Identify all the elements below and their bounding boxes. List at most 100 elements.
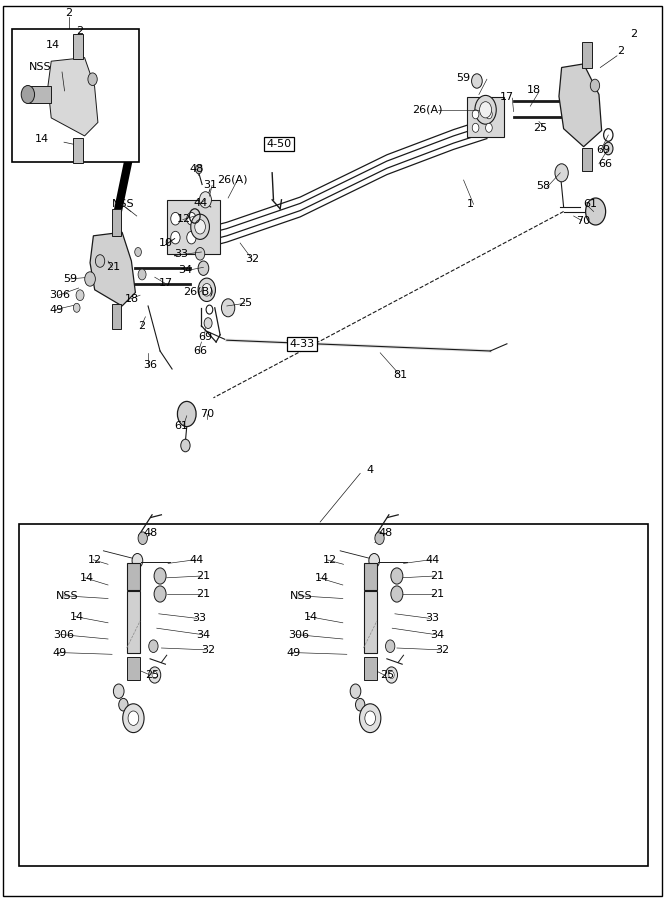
Text: 14: 14: [35, 133, 49, 144]
Polygon shape: [559, 64, 602, 147]
Text: 66: 66: [599, 158, 612, 169]
Circle shape: [187, 231, 196, 244]
Bar: [112, 304, 121, 329]
Text: 49: 49: [49, 304, 64, 315]
Text: 32: 32: [435, 644, 450, 655]
Circle shape: [132, 554, 143, 568]
Text: 59: 59: [63, 274, 77, 284]
Circle shape: [128, 711, 139, 725]
Text: 12: 12: [323, 554, 338, 565]
Circle shape: [85, 272, 95, 286]
Circle shape: [486, 123, 492, 132]
Text: 2: 2: [65, 7, 73, 18]
Text: 69: 69: [596, 145, 611, 156]
Text: 25: 25: [238, 298, 253, 309]
Text: 14: 14: [79, 572, 94, 583]
Circle shape: [177, 401, 196, 427]
Circle shape: [204, 318, 212, 328]
Text: 4: 4: [367, 464, 374, 475]
Polygon shape: [90, 232, 135, 306]
Text: 21: 21: [196, 571, 211, 581]
Bar: [12, 29, 139, 162]
Text: 306: 306: [53, 629, 74, 640]
Text: 34: 34: [178, 265, 193, 275]
Text: 1: 1: [467, 199, 474, 210]
Text: 32: 32: [245, 254, 259, 265]
Text: 61: 61: [175, 420, 188, 431]
Text: 33: 33: [426, 613, 439, 624]
Circle shape: [199, 192, 211, 208]
Text: 21: 21: [430, 571, 444, 581]
Circle shape: [149, 667, 161, 683]
Text: 17: 17: [158, 277, 173, 288]
Text: 4-50: 4-50: [266, 139, 291, 149]
Bar: [19, 524, 648, 866]
Text: 14: 14: [46, 40, 61, 50]
Circle shape: [365, 711, 376, 725]
Circle shape: [475, 95, 496, 124]
Text: 36: 36: [143, 360, 157, 371]
Text: 58: 58: [536, 181, 551, 192]
Circle shape: [135, 248, 141, 256]
Circle shape: [123, 704, 144, 733]
Text: NSS: NSS: [55, 590, 78, 601]
Circle shape: [391, 586, 403, 602]
Text: 34: 34: [430, 629, 444, 640]
Text: 21: 21: [106, 262, 121, 273]
Text: 59: 59: [456, 73, 471, 84]
Text: 25: 25: [533, 122, 548, 133]
Text: 33: 33: [175, 248, 188, 259]
Text: NSS: NSS: [112, 199, 135, 210]
Text: 12: 12: [176, 213, 191, 224]
Circle shape: [472, 110, 479, 119]
Circle shape: [369, 554, 380, 568]
Circle shape: [386, 667, 398, 683]
Text: 26(A): 26(A): [412, 104, 442, 115]
Text: 44: 44: [193, 197, 207, 208]
Circle shape: [171, 212, 180, 225]
Text: 2: 2: [139, 320, 145, 331]
Circle shape: [356, 698, 365, 711]
Circle shape: [586, 198, 606, 225]
Circle shape: [187, 212, 196, 225]
Circle shape: [138, 269, 146, 280]
Bar: [127, 591, 140, 652]
Bar: [127, 657, 140, 680]
Text: 26(A): 26(A): [217, 175, 247, 185]
Text: 26(B): 26(B): [183, 286, 214, 297]
Circle shape: [191, 214, 209, 239]
Text: 70: 70: [199, 409, 214, 419]
Text: 31: 31: [203, 179, 217, 190]
Circle shape: [154, 586, 166, 602]
Text: 2: 2: [630, 29, 637, 40]
Circle shape: [386, 640, 395, 652]
Text: 34: 34: [196, 629, 211, 640]
Text: 2: 2: [617, 46, 624, 57]
Circle shape: [195, 248, 205, 260]
Text: 69: 69: [198, 332, 213, 343]
Circle shape: [171, 231, 180, 244]
Circle shape: [391, 568, 403, 584]
Text: 49: 49: [53, 647, 67, 658]
Circle shape: [555, 164, 568, 182]
Bar: [167, 200, 220, 254]
Bar: [582, 148, 592, 171]
Text: 48: 48: [378, 527, 393, 538]
Text: 32: 32: [201, 644, 215, 655]
Bar: [73, 34, 83, 59]
Text: 61: 61: [584, 199, 597, 210]
Circle shape: [221, 299, 235, 317]
Text: 48: 48: [143, 527, 157, 538]
Text: 66: 66: [193, 346, 207, 356]
Circle shape: [95, 255, 105, 267]
Circle shape: [88, 73, 97, 86]
Text: 14: 14: [303, 611, 318, 622]
Text: 2: 2: [77, 26, 83, 37]
Circle shape: [375, 532, 384, 544]
Circle shape: [198, 278, 215, 302]
Circle shape: [590, 79, 600, 92]
Circle shape: [350, 684, 361, 698]
Text: 49: 49: [286, 647, 301, 658]
Bar: [582, 42, 592, 68]
Text: 4-33: 4-33: [289, 338, 315, 349]
